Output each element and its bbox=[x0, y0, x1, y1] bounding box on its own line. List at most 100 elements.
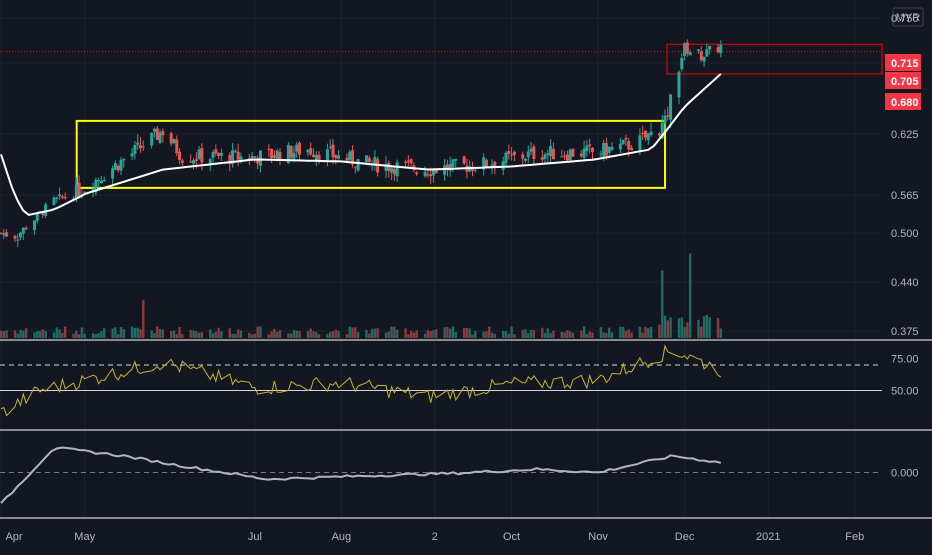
candle-body bbox=[2, 233, 5, 235]
consolidation-box bbox=[77, 121, 665, 188]
time-tick-label: Apr bbox=[5, 531, 22, 543]
candlestick-series bbox=[0, 39, 722, 247]
candle-body bbox=[513, 152, 516, 155]
candle-body bbox=[192, 160, 195, 163]
volume-bar bbox=[209, 329, 211, 338]
rsi-line bbox=[1, 346, 721, 416]
volume-bar bbox=[176, 334, 178, 338]
axes: MYR 0.7500.6900.6250.5650.5000.4400.3750… bbox=[5, 8, 932, 543]
volume-bar bbox=[170, 331, 172, 338]
volume-bar bbox=[396, 330, 398, 338]
candle-body bbox=[234, 151, 237, 152]
volume-bar bbox=[569, 331, 571, 338]
candle-body bbox=[560, 156, 563, 157]
volume-bar bbox=[452, 326, 454, 338]
candle-body bbox=[318, 155, 321, 160]
candle-body bbox=[541, 157, 544, 159]
candle-body bbox=[13, 236, 16, 239]
volume-bar bbox=[81, 327, 83, 338]
volume-bar bbox=[100, 331, 102, 338]
volume-bar bbox=[332, 331, 334, 338]
volume-bar bbox=[527, 333, 529, 338]
volume-bar bbox=[416, 330, 418, 338]
volume-bar bbox=[114, 327, 116, 338]
volume-bar bbox=[580, 331, 582, 338]
volume-bar bbox=[212, 333, 214, 338]
volume-bar bbox=[424, 334, 426, 338]
volume-bar bbox=[683, 327, 685, 338]
candle-body bbox=[677, 72, 680, 98]
candle-body bbox=[0, 233, 3, 234]
volume-bar bbox=[494, 334, 496, 338]
volume-bar bbox=[429, 331, 431, 338]
volume-bar bbox=[491, 333, 493, 338]
candle-body bbox=[569, 150, 572, 160]
volume-bar bbox=[254, 334, 256, 338]
volume-bar bbox=[22, 331, 24, 338]
volume-bar bbox=[181, 334, 183, 338]
volume-bar bbox=[390, 327, 392, 338]
candle-body bbox=[267, 149, 270, 150]
candle-body bbox=[689, 52, 692, 55]
candle-body bbox=[703, 57, 706, 62]
candle-body bbox=[175, 140, 178, 154]
candle-body bbox=[329, 147, 332, 148]
candle-body bbox=[424, 172, 427, 176]
candle-body bbox=[719, 45, 722, 53]
volume-bar bbox=[661, 271, 663, 339]
volume-bar bbox=[259, 326, 261, 338]
candle-body bbox=[153, 129, 156, 132]
volume-bar bbox=[374, 329, 376, 338]
volume-bar bbox=[530, 330, 532, 338]
volume-bar bbox=[628, 329, 630, 338]
volume-bar bbox=[240, 330, 242, 338]
volume-bar bbox=[502, 331, 504, 338]
candle-body bbox=[507, 151, 510, 154]
candle-body bbox=[641, 133, 644, 134]
volume-bar bbox=[388, 332, 390, 338]
candle-body bbox=[178, 152, 181, 160]
candle-body bbox=[290, 146, 293, 157]
volume-bar bbox=[720, 328, 722, 338]
volume-bar bbox=[608, 328, 610, 338]
candle-body bbox=[273, 155, 276, 157]
candle-body bbox=[415, 172, 418, 174]
volume-bar bbox=[485, 331, 487, 338]
price-tick-label: 0.565 bbox=[891, 190, 919, 202]
candle-body bbox=[348, 152, 351, 160]
candle-body bbox=[306, 150, 309, 152]
volume-bar bbox=[681, 317, 683, 338]
volume-bar bbox=[410, 331, 412, 338]
volume-bar bbox=[120, 327, 122, 338]
candle-body bbox=[161, 131, 164, 135]
volume-bar bbox=[97, 333, 99, 338]
candle-body bbox=[429, 174, 432, 176]
volume-bar bbox=[357, 332, 359, 338]
volume-bar bbox=[201, 332, 203, 338]
candle-body bbox=[502, 161, 505, 169]
volume-bar bbox=[639, 327, 641, 338]
volume-bar bbox=[84, 334, 86, 338]
volume-bar bbox=[622, 327, 624, 338]
price-tick-label: 0.750 bbox=[891, 13, 919, 25]
volume-bar bbox=[335, 330, 337, 338]
time-tick-label: Aug bbox=[332, 531, 352, 543]
volume-bar bbox=[432, 330, 434, 338]
candle-body bbox=[309, 148, 312, 154]
candle-body bbox=[259, 150, 262, 165]
candle-body bbox=[334, 155, 337, 157]
candle-body bbox=[270, 149, 273, 158]
price-tick-label: 0.440 bbox=[891, 277, 919, 289]
volume-bar bbox=[337, 331, 339, 338]
candle-body bbox=[345, 158, 348, 161]
volume-bar bbox=[427, 330, 429, 338]
oscillator-line bbox=[1, 448, 721, 504]
candle-body bbox=[580, 154, 583, 156]
candle-body bbox=[686, 43, 689, 54]
candle-body bbox=[680, 58, 683, 69]
candle-body bbox=[407, 161, 410, 162]
annotation-boxes bbox=[0, 44, 882, 188]
volume-bar bbox=[642, 333, 644, 338]
